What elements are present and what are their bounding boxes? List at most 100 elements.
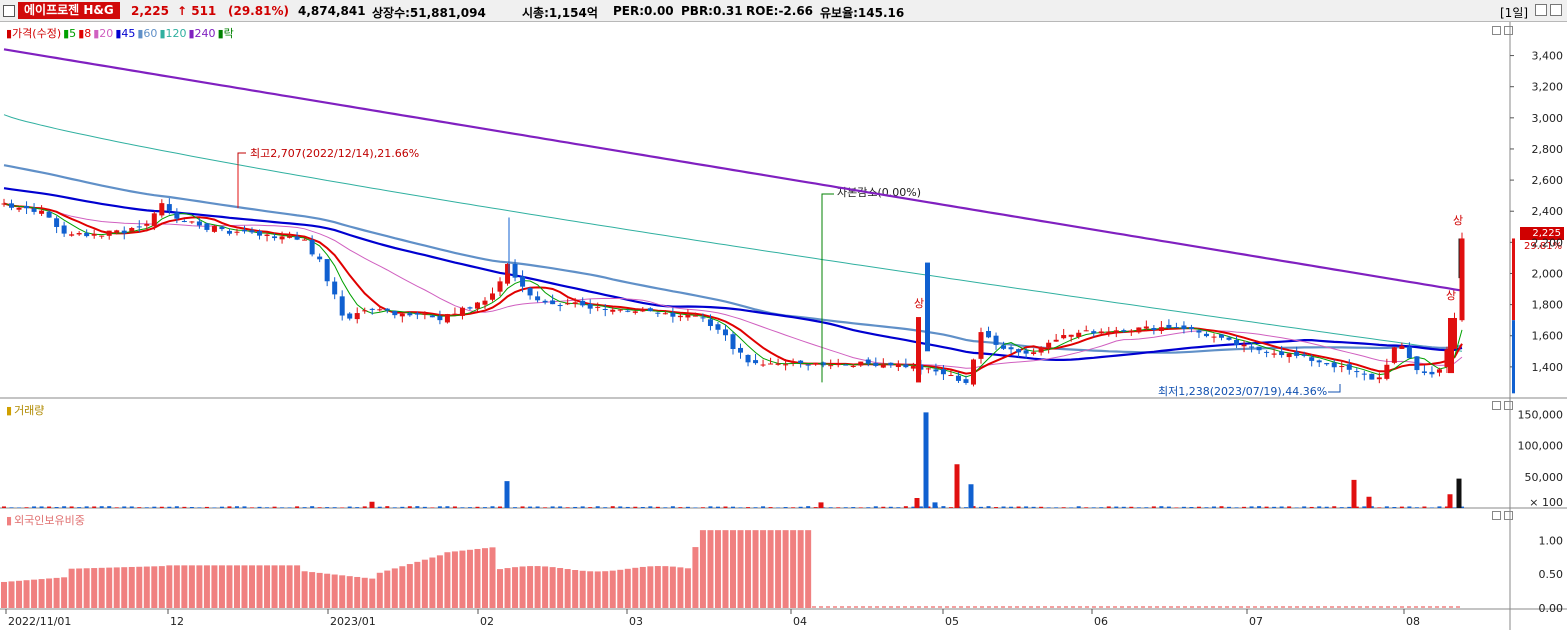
candle-body xyxy=(1279,351,1285,356)
volume-bar xyxy=(723,506,728,508)
volume-bar xyxy=(1452,507,1457,508)
volume-bar xyxy=(1136,507,1141,508)
candle-body xyxy=(189,221,195,223)
candle-body xyxy=(505,263,511,284)
volume-bar xyxy=(1151,506,1156,508)
candle-body xyxy=(1361,373,1367,375)
volume-bar xyxy=(280,507,285,508)
candle-body xyxy=(1001,345,1007,349)
foreign-ratio-bar xyxy=(587,571,594,608)
foreign-ratio-bar xyxy=(53,577,60,608)
volume-bar xyxy=(693,507,698,508)
volume-bar xyxy=(137,507,142,508)
volume-bar xyxy=(565,507,570,508)
price-panel-close-button[interactable] xyxy=(1504,26,1513,35)
volume-bar xyxy=(385,506,390,508)
close-button[interactable] xyxy=(1550,4,1562,16)
volume-tick-label: 150,000 xyxy=(1518,408,1564,421)
volume-bar xyxy=(1106,506,1111,508)
volume-bar xyxy=(1347,506,1352,508)
volume-bar xyxy=(971,506,976,508)
volume-panel-min-button[interactable] xyxy=(1492,401,1501,410)
stock-name-badge[interactable]: 에이프로젠 H&G xyxy=(18,2,120,19)
candle-body xyxy=(1384,364,1390,379)
volume-bar xyxy=(467,507,472,508)
current-price: 2,225 xyxy=(131,4,169,18)
foreign-ratio-bar xyxy=(489,547,496,608)
price-panel-min-button[interactable] xyxy=(1492,26,1501,35)
foreign-ratio-bar xyxy=(624,568,631,608)
foreign-panel-close-button[interactable] xyxy=(1504,511,1513,520)
volume-bar xyxy=(828,507,833,508)
candle-body xyxy=(39,210,45,214)
volume-bar xyxy=(753,507,758,508)
candle-body xyxy=(1106,331,1112,334)
volume-bar xyxy=(1024,506,1029,508)
candle-body xyxy=(798,360,804,364)
volume-bar xyxy=(1009,506,1014,508)
header-checkbox[interactable] xyxy=(3,5,15,17)
foreign-ratio-bar xyxy=(444,552,451,608)
volume-bar xyxy=(813,507,818,508)
volume-spike-bar xyxy=(968,484,974,508)
candle-body xyxy=(1346,364,1352,370)
candle-body xyxy=(512,263,518,278)
candle-body xyxy=(452,313,458,315)
capital-reduction-annotation: 자본감소(0.00%) xyxy=(837,186,922,199)
candle-body xyxy=(474,302,480,309)
volume-panel-close-button[interactable] xyxy=(1504,401,1513,410)
maximize-button[interactable] xyxy=(1535,4,1547,16)
current-price-tag: 2,225 xyxy=(1520,227,1564,240)
volume-bar xyxy=(1174,507,1179,508)
candle-body xyxy=(332,281,338,295)
volume-bar xyxy=(1302,506,1307,508)
foreign-ratio-bar xyxy=(16,580,23,608)
candle-body xyxy=(730,334,736,350)
foreign-ratio-bar xyxy=(767,530,774,608)
volume-bar xyxy=(1437,506,1442,508)
foreign-ratio-bar xyxy=(233,565,240,608)
volume-bar xyxy=(1227,506,1232,508)
volume-tick-label: × 100 xyxy=(1529,496,1563,509)
candle-body xyxy=(1091,331,1097,334)
candle-body xyxy=(828,365,834,367)
candle-body xyxy=(1203,333,1209,337)
volume-bar xyxy=(400,506,405,508)
candle-body xyxy=(422,313,428,315)
volume-spike-bar xyxy=(818,502,824,508)
volume-bar xyxy=(738,507,743,508)
volume-bar xyxy=(242,506,247,508)
volume-bar xyxy=(362,506,367,508)
foreign-panel-min-button[interactable] xyxy=(1492,511,1501,520)
volume-bar xyxy=(873,506,878,508)
foreign-ratio-bar xyxy=(752,530,759,608)
foreign-ratio-bar xyxy=(218,565,225,608)
axis-price-bar-red xyxy=(1512,238,1515,321)
candle-body xyxy=(895,363,901,368)
date-tick-label: 12 xyxy=(170,615,184,628)
volume-bar xyxy=(1339,507,1344,508)
foreign-ratio-bar xyxy=(264,565,271,608)
high-annotation: 최고2,707(2022/12/14),21.66% xyxy=(250,147,420,160)
foreign-ratio-bar xyxy=(632,567,639,608)
price-tick-label: 3,400 xyxy=(1532,50,1564,63)
volume-bar xyxy=(791,507,796,508)
volume-spike-bar xyxy=(504,481,510,508)
period-selector[interactable]: [1일] xyxy=(1500,6,1529,20)
candle-body xyxy=(1053,339,1059,342)
candle-body xyxy=(369,308,375,310)
volume-bar xyxy=(1084,507,1089,508)
candle-body xyxy=(1098,331,1104,334)
candle-body xyxy=(572,302,578,305)
volume-bar xyxy=(77,507,82,508)
volume-bar xyxy=(257,506,262,508)
candle-body xyxy=(783,364,789,366)
foreign-ratio-bar xyxy=(249,565,256,608)
candle-body xyxy=(196,221,202,226)
ma45-line xyxy=(3,187,1463,361)
candle-body xyxy=(1016,349,1022,353)
volume-bar xyxy=(648,506,653,508)
volume-bar xyxy=(1422,506,1427,508)
candle-body xyxy=(226,230,232,234)
volume-bar xyxy=(1046,507,1051,508)
